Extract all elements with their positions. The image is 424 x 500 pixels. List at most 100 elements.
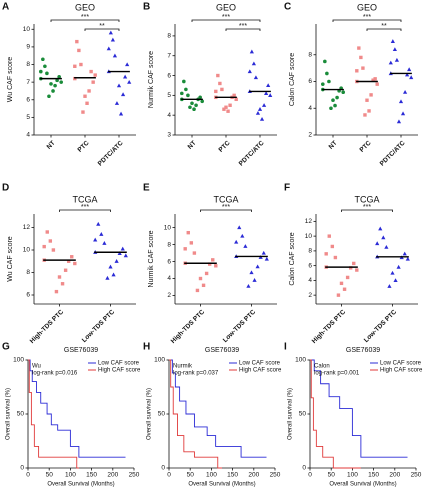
point bbox=[367, 109, 371, 113]
y-axis-title: Wu CAF score bbox=[7, 236, 14, 281]
point bbox=[333, 103, 337, 108]
point bbox=[89, 69, 93, 74]
point bbox=[321, 82, 325, 86]
point bbox=[182, 79, 186, 84]
x-tick-label: PTC bbox=[76, 139, 90, 153]
point bbox=[371, 78, 375, 82]
point bbox=[73, 76, 77, 81]
point bbox=[99, 232, 104, 236]
significance: *** bbox=[222, 204, 230, 211]
point bbox=[247, 69, 252, 74]
y-tick-label: 8 bbox=[308, 248, 312, 255]
point bbox=[66, 259, 71, 263]
y-tick-label: 5 bbox=[167, 92, 171, 99]
x-axis-title: Overall Survival (Months) bbox=[329, 482, 396, 488]
y-tick-label: 6 bbox=[167, 72, 171, 79]
significance: ** bbox=[99, 23, 105, 30]
x-tick-label: 0 bbox=[308, 472, 312, 479]
point bbox=[214, 264, 218, 268]
y-axis-title: Calon CAF score bbox=[289, 232, 296, 285]
annotation: Wu bbox=[32, 364, 41, 370]
x-tick-label: 200 bbox=[248, 472, 259, 479]
point bbox=[112, 53, 118, 58]
point bbox=[216, 73, 220, 78]
y-tick-label: 10 bbox=[305, 233, 313, 240]
point bbox=[188, 105, 192, 110]
point bbox=[378, 226, 383, 231]
point bbox=[57, 275, 62, 279]
point bbox=[396, 119, 402, 124]
point bbox=[342, 287, 347, 291]
point bbox=[264, 256, 269, 261]
point bbox=[111, 272, 116, 277]
survival-curve bbox=[28, 359, 126, 458]
y-axis-title: Overall survival (%) bbox=[147, 388, 153, 440]
point bbox=[405, 72, 410, 77]
x-tick-label: 0 bbox=[26, 472, 30, 479]
y-tick-label: 6 bbox=[26, 96, 30, 103]
y-tick-label: 50 bbox=[299, 411, 307, 418]
point bbox=[394, 57, 400, 62]
panel-letter: I bbox=[284, 342, 287, 353]
y-tick-label: 0 bbox=[161, 465, 165, 472]
y-tick-label: 8 bbox=[167, 241, 171, 248]
point bbox=[180, 91, 184, 96]
point bbox=[348, 266, 353, 270]
point bbox=[81, 110, 85, 114]
panel-letter: A bbox=[2, 2, 9, 13]
point bbox=[392, 47, 397, 52]
panel-title: TCGA bbox=[213, 194, 238, 204]
survival-curve bbox=[310, 359, 408, 458]
point bbox=[93, 237, 98, 242]
x-tick-label: NT bbox=[46, 140, 57, 151]
point bbox=[330, 244, 335, 249]
y-tick-label: 6 bbox=[26, 292, 30, 299]
point bbox=[402, 90, 408, 94]
annotation: log-rank p=0.001 bbox=[314, 371, 360, 377]
point bbox=[117, 251, 122, 255]
panel-title: TCGA bbox=[72, 194, 97, 204]
point bbox=[359, 55, 363, 60]
point bbox=[268, 93, 273, 97]
point bbox=[369, 93, 373, 97]
x-tick-label: 0 bbox=[167, 472, 171, 479]
y-axis-title: Overall survival (%) bbox=[6, 388, 12, 440]
point bbox=[234, 97, 238, 102]
y-tick-label: 100 bbox=[154, 357, 165, 364]
y-tick-label: 8 bbox=[308, 51, 312, 58]
point bbox=[125, 62, 130, 67]
panel-title: GSE76039 bbox=[346, 347, 380, 354]
point bbox=[54, 289, 59, 294]
point bbox=[327, 234, 331, 238]
significance: *** bbox=[222, 14, 230, 21]
y-tick-label: 2 bbox=[308, 292, 312, 299]
point bbox=[228, 103, 232, 107]
point bbox=[73, 64, 77, 68]
point bbox=[42, 244, 46, 249]
point bbox=[324, 252, 328, 256]
point bbox=[105, 275, 110, 280]
bracket bbox=[225, 28, 261, 31]
point bbox=[218, 81, 222, 86]
point bbox=[79, 62, 83, 67]
significance: *** bbox=[363, 14, 371, 21]
point bbox=[108, 30, 113, 35]
x-tick-label: High-TDS PTC bbox=[170, 308, 207, 345]
survival-curve bbox=[28, 359, 79, 469]
bracket bbox=[332, 19, 402, 22]
y-tick-label: 100 bbox=[295, 357, 306, 364]
point bbox=[184, 87, 188, 92]
point bbox=[396, 264, 401, 269]
point bbox=[70, 255, 74, 259]
point bbox=[75, 39, 79, 44]
point bbox=[200, 99, 204, 104]
point bbox=[93, 73, 97, 77]
point bbox=[261, 250, 266, 255]
y-tick-label: 4 bbox=[167, 112, 171, 119]
point bbox=[120, 92, 126, 97]
panel-letter: D bbox=[2, 183, 9, 194]
panel-title: GEO bbox=[216, 2, 236, 12]
point bbox=[393, 278, 398, 282]
point bbox=[211, 258, 215, 262]
point bbox=[355, 268, 359, 272]
